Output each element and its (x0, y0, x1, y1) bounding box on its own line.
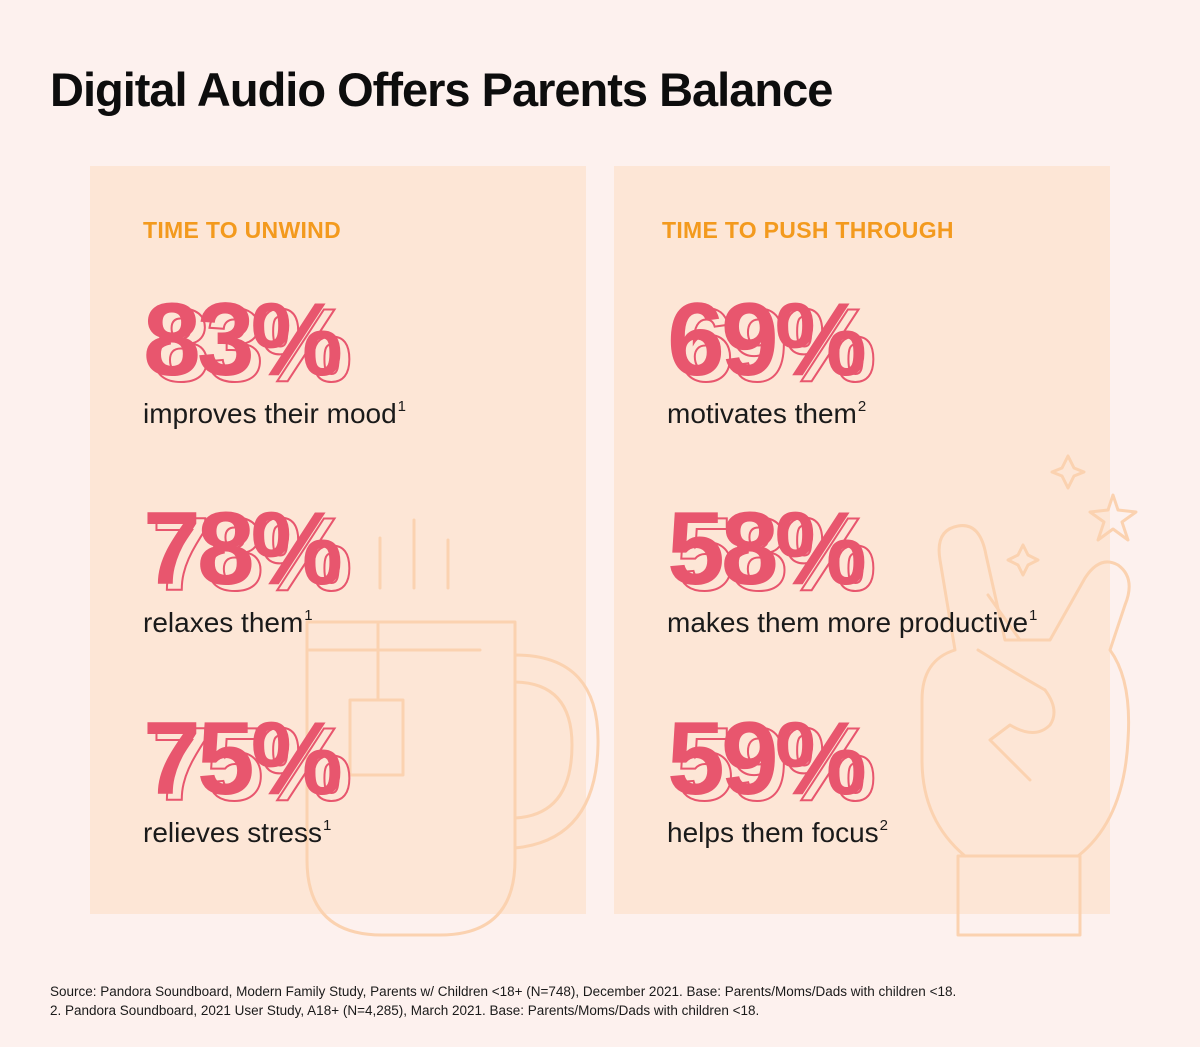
stat-label-text: motivates them (667, 398, 857, 429)
stat-label: improves their mood1 (143, 398, 406, 430)
stat-value-outline: 83% (151, 288, 353, 404)
stat-value-outline: 69% (675, 288, 877, 404)
stat-value-fill: 69% (667, 282, 867, 398)
stat-label: relieves stress1 (143, 817, 331, 849)
stat-label-text: helps them focus (667, 817, 879, 848)
footnote-marker: 2 (857, 398, 867, 415)
footnote-marker: 1 (322, 817, 332, 834)
stat-value-fill: 78% (143, 491, 343, 607)
footnote-marker: 1 (304, 607, 313, 624)
stat-value-fill: 59% (667, 701, 867, 817)
stat-label: makes them more productive1 (667, 607, 1037, 639)
stat-value-fill: 83% (143, 282, 343, 398)
stat-value-fill: 75% (143, 701, 343, 817)
source-notes: Source: Pandora Soundboard, Modern Famil… (50, 982, 956, 1020)
stat-value-outline: 58% (675, 497, 877, 613)
footnote-marker: 2 (879, 817, 889, 834)
stat-label: motivates them2 (667, 398, 866, 430)
stat-label-text: makes them more productive (667, 607, 1029, 638)
page-title: Digital Audio Offers Parents Balance (50, 63, 833, 116)
footnote-marker: 1 (1029, 607, 1038, 624)
stat-label-text: improves their mood (143, 398, 397, 429)
group-heading-unwind: TIME TO UNWIND (143, 217, 341, 243)
stat-label: helps them focus2 (667, 817, 888, 849)
stat-label: relaxes them1 (143, 607, 313, 639)
source-note: 2. Pandora Soundboard, 2021 User Study, … (50, 1003, 760, 1018)
stat-value-outline: 59% (675, 707, 877, 823)
group-heading-push-through: TIME TO PUSH THROUGH (662, 217, 954, 243)
stat-label-text: relieves stress (143, 817, 322, 848)
source-note: Source: Pandora Soundboard, Modern Famil… (50, 984, 957, 999)
stat-value-outline: 75% (151, 707, 353, 823)
footnote-marker: 1 (397, 398, 406, 415)
stat-value-outline: 78% (151, 497, 353, 613)
stat-value-fill: 58% (667, 491, 867, 607)
stat-label-text: relaxes them (143, 607, 304, 638)
